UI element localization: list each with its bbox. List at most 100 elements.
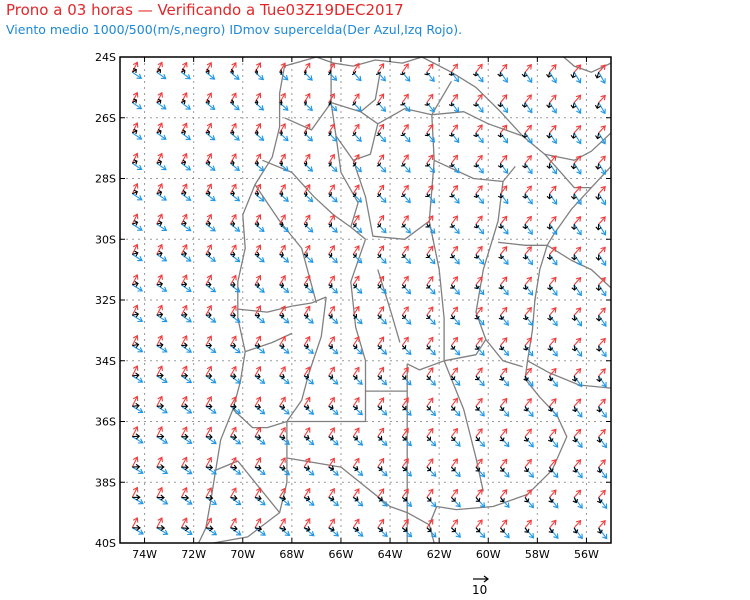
left-mover-vector (524, 94, 532, 103)
mean-wind-vector (303, 465, 311, 471)
right-mover-vector (156, 253, 168, 262)
right-mover-vector (426, 132, 435, 143)
left-mover-vector (573, 428, 582, 438)
right-mover-vector (328, 345, 339, 355)
left-mover-vector (156, 61, 163, 73)
left-mover-vector (254, 517, 262, 529)
mean-wind-vector (328, 465, 335, 472)
mean-wind-vector (254, 373, 261, 380)
mean-wind-vector (132, 433, 141, 440)
mean-wind-vector (255, 190, 260, 197)
right-mover-vector (426, 162, 436, 174)
left-mover-vector (328, 457, 335, 468)
mean-wind-vector (595, 284, 602, 292)
left-mover-vector (401, 275, 409, 286)
left-mover-vector (328, 396, 335, 407)
left-mover-vector (549, 489, 557, 498)
right-mover-vector (254, 71, 265, 81)
left-mover-vector (279, 274, 286, 286)
mean-wind-vector (205, 403, 213, 410)
right-mover-vector (230, 466, 242, 475)
left-mover-vector (131, 61, 139, 73)
left-mover-vector (303, 123, 311, 134)
left-mover-vector (230, 244, 237, 255)
right-mover-vector (450, 162, 460, 174)
mean-wind-vector (254, 251, 260, 258)
mean-wind-vector (132, 372, 140, 379)
left-mover-vector (450, 184, 459, 195)
right-mover-vector (279, 527, 291, 537)
left-mover-vector (328, 305, 335, 316)
left-mover-vector (573, 246, 582, 255)
right-mover-vector (254, 253, 265, 263)
left-mover-vector (573, 307, 582, 316)
right-mover-vector (303, 405, 315, 415)
left-mover-vector (303, 518, 311, 529)
left-mover-vector (254, 487, 262, 498)
right-mover-vector (500, 71, 508, 83)
right-mover-vector (279, 466, 291, 476)
left-mover-vector (205, 122, 213, 134)
mean-wind-vector (548, 497, 554, 503)
mean-wind-vector (351, 70, 357, 76)
left-mover-vector (475, 306, 483, 316)
left-mover-vector (352, 366, 360, 377)
right-mover-vector (181, 162, 192, 171)
left-mover-vector (549, 519, 557, 529)
left-mover-vector (475, 519, 483, 529)
mean-wind-vector (156, 464, 165, 471)
right-mover-vector (205, 253, 217, 262)
left-mover-vector (230, 335, 237, 346)
left-mover-vector (156, 486, 163, 498)
left-mover-vector (328, 92, 335, 103)
mean-wind-vector (230, 495, 238, 502)
left-mover-vector (180, 304, 188, 316)
left-mover-vector (205, 426, 213, 437)
left-mover-vector (426, 427, 434, 438)
left-mover-vector (279, 457, 286, 468)
left-mover-vector (328, 275, 335, 286)
right-mover-vector (524, 254, 533, 266)
right-mover-vector (598, 132, 606, 145)
left-mover-vector (524, 337, 532, 346)
mean-wind-vector (596, 466, 603, 474)
left-mover-vector (524, 124, 532, 134)
mean-wind-vector (205, 190, 211, 197)
left-mover-vector (230, 426, 237, 437)
left-mover-vector (230, 305, 237, 316)
right-mover-vector (573, 375, 583, 388)
mean-wind-vector (156, 494, 165, 501)
mean-wind-vector (425, 254, 431, 259)
left-mover-vector (303, 335, 311, 346)
mean-wind-vector (596, 406, 603, 413)
mean-wind-vector (377, 344, 382, 350)
right-mover-vector (132, 527, 144, 535)
mean-wind-vector (401, 496, 408, 502)
left-mover-vector (131, 425, 139, 437)
right-mover-vector (181, 496, 193, 505)
left-mover-vector (475, 336, 483, 346)
left-mover-vector (328, 153, 335, 164)
grid-lines (120, 57, 611, 543)
right-mover-vector (328, 436, 339, 446)
mean-wind-vector (450, 436, 456, 441)
left-mover-vector (352, 275, 360, 286)
left-mover-vector (328, 62, 335, 73)
mean-wind-vector (156, 68, 162, 74)
left-mover-vector (254, 396, 262, 407)
right-mover-vector (230, 496, 242, 506)
mean-wind-vector (205, 525, 214, 532)
right-mover-vector (524, 405, 534, 418)
left-mover-vector (450, 63, 459, 73)
mean-wind-vector (547, 375, 554, 382)
left-mover-vector (230, 274, 237, 286)
mean-wind-vector (205, 159, 211, 166)
right-mover-vector (205, 284, 217, 293)
prov-neuquen-rionegro (213, 460, 281, 543)
mean-wind-vector (473, 132, 480, 138)
left-mover-vector (303, 396, 311, 407)
mean-wind-vector (181, 494, 190, 501)
lon-tick-label: 72W (181, 548, 206, 561)
left-mover-vector (180, 426, 188, 437)
right-mover-vector (132, 345, 144, 353)
